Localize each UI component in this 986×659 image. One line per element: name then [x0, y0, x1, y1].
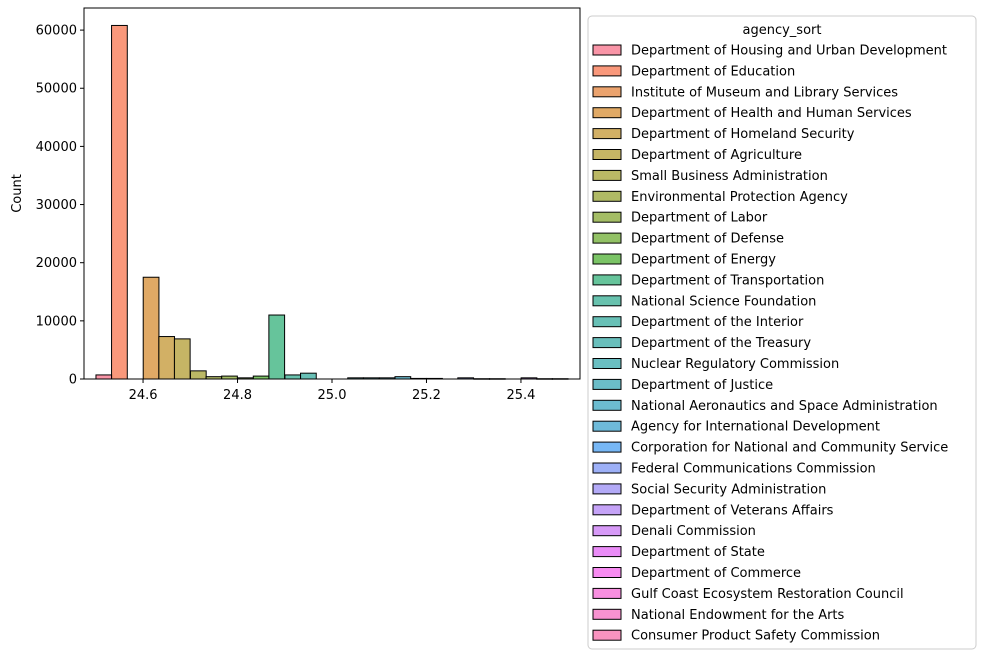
histogram-bar — [300, 372, 317, 380]
legend-entry-label: Department of Commerce — [631, 566, 801, 581]
legend-swatch — [592, 337, 622, 349]
legend-swatch — [592, 316, 622, 328]
legend-swatch — [592, 629, 622, 641]
y-axis-label: Count — [10, 174, 25, 213]
legend-swatch — [592, 107, 622, 119]
legend-entry-label: Department of Agriculture — [631, 148, 802, 163]
legend-entry-label: Department of Housing and Urban Developm… — [631, 44, 947, 59]
legend-entry-label: National Endowment for the Arts — [631, 608, 845, 623]
legend-entry-label: Corporation for National and Community S… — [631, 441, 948, 456]
histogram-bar — [284, 374, 302, 380]
legend-entry-label: Social Security Administration — [631, 482, 826, 497]
legend-entry-label: Department of Education — [631, 64, 795, 79]
legend-swatch — [592, 65, 622, 77]
legend-entry-label: Consumer Product Safety Commission — [631, 629, 880, 644]
legend-swatch — [592, 44, 622, 56]
legend-entry-label: Small Business Administration — [631, 169, 828, 184]
legend-entry-label: Department of Veterans Affairs — [631, 503, 834, 518]
legend-swatch — [592, 274, 622, 286]
bars-layer — [95, 24, 569, 380]
legend-swatch — [592, 441, 622, 453]
legend-swatch — [592, 86, 622, 98]
y-tick-label: 0 — [69, 373, 77, 388]
legend-swatch — [592, 546, 622, 558]
legend-entry-label: National Aeronautics and Space Administr… — [631, 399, 938, 414]
legend-swatch — [592, 462, 622, 474]
y-tick-label: 50000 — [36, 82, 77, 97]
legend-entry-label: Environmental Protection Agency — [631, 190, 848, 205]
legend-swatch — [592, 211, 622, 223]
plot-background — [84, 8, 580, 379]
legend-entry-label: Department of Defense — [631, 232, 784, 247]
legend-entry-label: National Science Foundation — [631, 294, 816, 309]
histogram-bar — [173, 338, 191, 380]
legend-entry-label: Department of Transportation — [631, 273, 824, 288]
legend-frame — [587, 15, 977, 650]
legend-title: agency_sort — [743, 23, 822, 38]
legend-swatch — [592, 190, 622, 202]
legend-swatch — [592, 169, 622, 181]
legend-entry-label: Denali Commission — [631, 524, 756, 539]
legend-entry-label: Department of Health and Human Services — [631, 106, 912, 121]
histogram-bar — [189, 370, 207, 380]
histogram-bar — [158, 336, 176, 380]
legend-entry-label: Department of the Treasury — [631, 336, 811, 351]
legend-swatch — [592, 483, 622, 495]
legend-swatch — [592, 149, 622, 160]
legend-swatch — [592, 295, 622, 307]
legend-entry-label: Department of Energy — [631, 253, 776, 268]
histogram-bar — [111, 24, 128, 380]
legend-swatch — [592, 253, 622, 265]
legend: agency_sort Department of Housing and Ur… — [587, 15, 977, 650]
y-tick-label: 60000 — [36, 24, 77, 39]
x-tick-label: 24.6 — [129, 388, 158, 403]
legend-entry-label: Institute of Museum and Library Services — [631, 85, 898, 100]
x-axis-ticks: 24.6 24.8 25.0 25.2 25.4 — [129, 379, 535, 403]
x-tick-label: 24.8 — [223, 388, 252, 403]
x-tick-label: 25.4 — [506, 388, 535, 403]
legend-entry-label: Department of Homeland Security — [631, 127, 855, 142]
legend-swatch — [592, 358, 622, 369]
legend-swatch — [592, 378, 622, 390]
histogram-bar — [268, 314, 286, 380]
y-tick-label: 10000 — [36, 314, 77, 329]
legend-swatch — [592, 608, 622, 620]
x-tick-label: 25.2 — [412, 388, 441, 403]
legend-swatch — [592, 525, 622, 537]
legend-entry-label: Department of State — [631, 545, 765, 560]
legend-swatch — [592, 504, 622, 516]
legend-entry-label: Department of Justice — [631, 378, 773, 393]
legend-swatch — [592, 399, 622, 411]
legend-swatch — [592, 420, 622, 432]
y-tick-label: 30000 — [36, 198, 77, 213]
legend-entry-label: Nuclear Regulatory Commission — [631, 357, 839, 372]
x-tick-label: 25.0 — [318, 388, 347, 403]
legend-swatch — [592, 567, 622, 578]
y-tick-label: 40000 — [36, 140, 77, 155]
legend-entry-label: Department of Labor — [631, 211, 768, 226]
y-axis-ticks: 0 10000 20000 30000 40000 50000 60000 — [36, 24, 84, 388]
legend-entry-label: Federal Communications Commission — [631, 462, 876, 477]
legend-swatch — [592, 232, 622, 244]
legend-swatch — [592, 128, 622, 140]
legend-swatch — [592, 587, 622, 599]
legend-entry-label: Agency for International Development — [631, 420, 880, 435]
histogram-bar — [142, 276, 160, 380]
legend-entry-label: Department of the Interior — [631, 315, 804, 330]
histogram-bar — [95, 374, 113, 380]
legend-entry-label: Gulf Coast Ecosystem Restoration Council — [631, 587, 904, 602]
y-tick-label: 20000 — [36, 256, 77, 271]
